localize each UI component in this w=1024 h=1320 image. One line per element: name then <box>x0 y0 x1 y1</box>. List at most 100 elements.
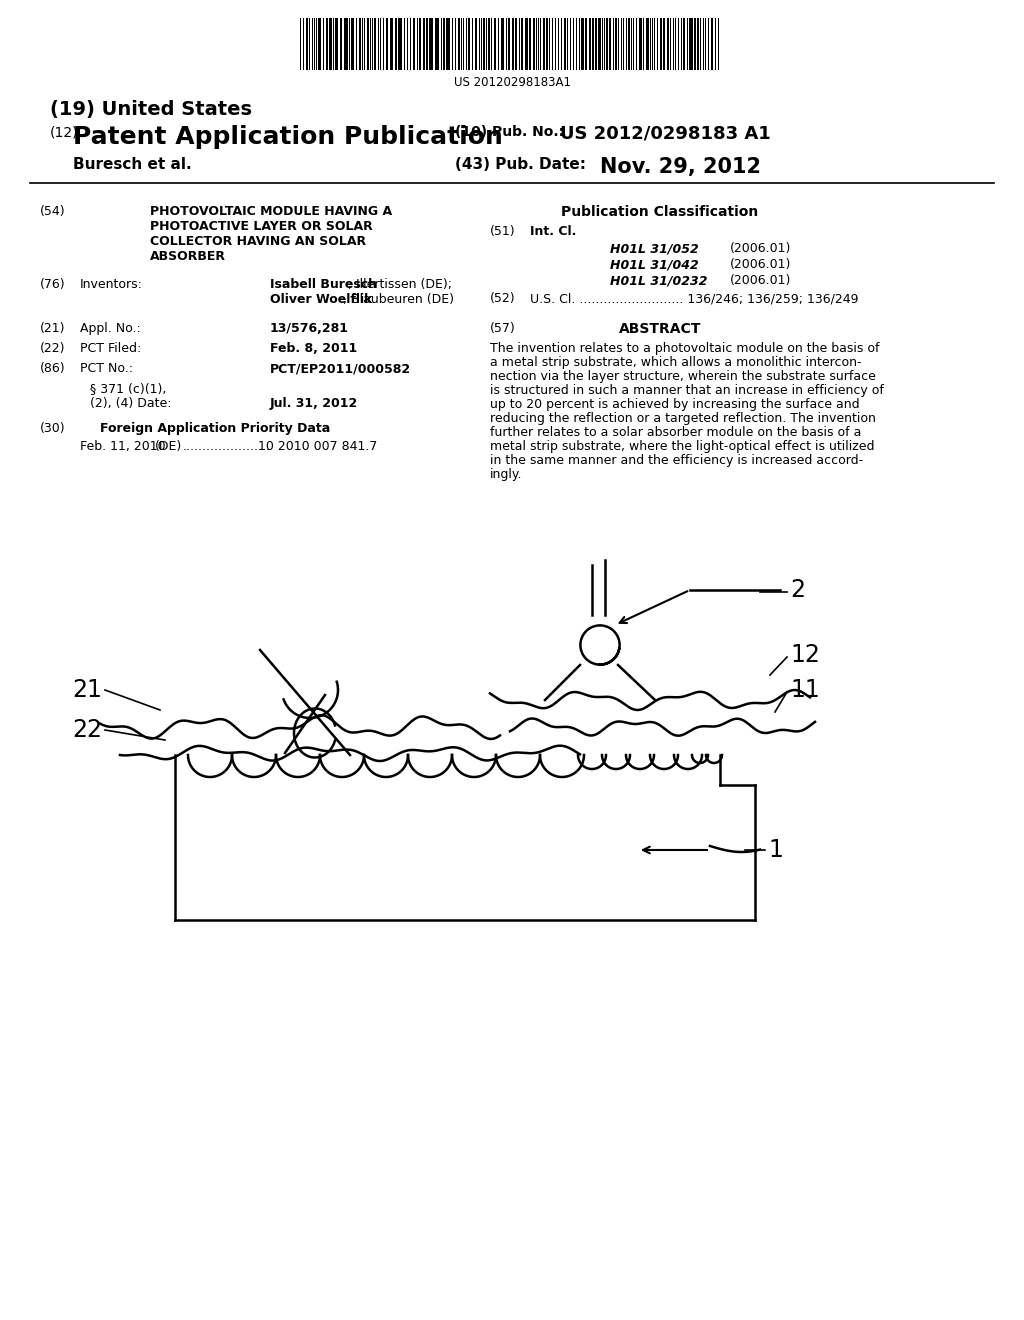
Bar <box>359 18 361 70</box>
Bar <box>606 18 608 70</box>
Text: (51): (51) <box>490 224 516 238</box>
Text: 1: 1 <box>768 838 783 862</box>
Bar <box>595 18 597 70</box>
Text: Int. Cl.: Int. Cl. <box>530 224 577 238</box>
Bar <box>694 18 696 70</box>
Bar <box>581 18 584 70</box>
Text: (30): (30) <box>40 422 66 436</box>
Text: Inventors:: Inventors: <box>80 279 143 290</box>
Bar <box>435 18 439 70</box>
Text: metal strip substrate, where the light-optical effect is utilized: metal strip substrate, where the light-o… <box>490 440 874 453</box>
Bar <box>335 18 338 70</box>
Text: Patent Application Publication: Patent Application Publication <box>73 125 503 149</box>
Bar <box>660 18 662 70</box>
Bar <box>423 18 425 70</box>
Text: PHOTOVOLTAIC MODULE HAVING A: PHOTOVOLTAIC MODULE HAVING A <box>150 205 392 218</box>
Bar <box>564 18 566 70</box>
Text: US 20120298183A1: US 20120298183A1 <box>454 77 570 88</box>
Text: up to 20 percent is achieved by increasing the surface and: up to 20 percent is achieved by increasi… <box>490 399 859 411</box>
Text: (43) Pub. Date:: (43) Pub. Date: <box>455 157 586 172</box>
Text: , Illertissen (DE);: , Illertissen (DE); <box>348 279 452 290</box>
Bar <box>344 18 348 70</box>
Bar <box>515 18 517 70</box>
Text: 21: 21 <box>72 678 101 702</box>
Text: PHOTOACTIVE LAYER OR SOLAR: PHOTOACTIVE LAYER OR SOLAR <box>150 220 373 234</box>
Text: Foreign Application Priority Data: Foreign Application Priority Data <box>100 422 331 436</box>
Bar <box>683 18 685 70</box>
Text: US 2012/0298183 A1: US 2012/0298183 A1 <box>560 125 771 143</box>
Text: (DE): (DE) <box>155 440 182 453</box>
Text: is structured in such a manner that an increase in efficiency of: is structured in such a manner that an i… <box>490 384 884 397</box>
Text: ingly.: ingly. <box>490 469 522 480</box>
Text: ABSTRACT: ABSTRACT <box>618 322 701 337</box>
Text: § 371 (c)(1),: § 371 (c)(1), <box>90 381 166 395</box>
Bar <box>646 18 649 70</box>
Bar <box>468 18 470 70</box>
Text: 12: 12 <box>790 643 820 667</box>
Bar <box>628 18 630 70</box>
Bar <box>663 18 665 70</box>
Bar <box>494 18 496 70</box>
Text: Feb. 8, 2011: Feb. 8, 2011 <box>270 342 357 355</box>
Bar <box>329 18 332 70</box>
Bar <box>306 18 308 70</box>
Text: PCT/EP2011/000582: PCT/EP2011/000582 <box>270 362 411 375</box>
Bar <box>546 18 548 70</box>
Text: a metal strip substrate, which allows a monolithic intercon-: a metal strip substrate, which allows a … <box>490 356 861 370</box>
Bar <box>413 18 415 70</box>
Text: Publication Classification: Publication Classification <box>561 205 759 219</box>
Bar <box>374 18 376 70</box>
Bar <box>367 18 369 70</box>
Bar <box>501 18 504 70</box>
Bar <box>521 18 523 70</box>
Bar <box>639 18 642 70</box>
Bar <box>429 18 433 70</box>
Text: (86): (86) <box>40 362 66 375</box>
Bar <box>475 18 477 70</box>
Text: (54): (54) <box>40 205 66 218</box>
Text: Appl. No.:: Appl. No.: <box>80 322 140 335</box>
Bar <box>615 18 617 70</box>
Text: (2006.01): (2006.01) <box>730 257 792 271</box>
Text: 2: 2 <box>790 578 805 602</box>
Text: Oliver Woelflik: Oliver Woelflik <box>270 293 373 306</box>
Bar <box>609 18 611 70</box>
Bar <box>458 18 460 70</box>
Text: Buresch et al.: Buresch et al. <box>73 157 191 172</box>
Text: 10 2010 007 841.7: 10 2010 007 841.7 <box>258 440 378 453</box>
Bar <box>529 18 531 70</box>
Bar <box>543 18 545 70</box>
Text: (19) United States: (19) United States <box>50 100 252 119</box>
Bar <box>512 18 514 70</box>
Text: H01L 31/042: H01L 31/042 <box>610 257 698 271</box>
Bar <box>390 18 393 70</box>
Bar <box>667 18 669 70</box>
Bar <box>711 18 713 70</box>
Text: Isabell Buresch: Isabell Buresch <box>270 279 377 290</box>
Bar <box>398 18 402 70</box>
Text: The invention relates to a photovoltaic module on the basis of: The invention relates to a photovoltaic … <box>490 342 880 355</box>
Bar <box>483 18 485 70</box>
Text: nection via the layer structure, wherein the substrate surface: nection via the layer structure, wherein… <box>490 370 876 383</box>
Text: 13/576,281: 13/576,281 <box>270 322 349 335</box>
Bar <box>426 18 428 70</box>
Bar <box>326 18 328 70</box>
Bar <box>534 18 535 70</box>
Text: (10) Pub. No.:: (10) Pub. No.: <box>455 125 564 139</box>
Text: (21): (21) <box>40 322 66 335</box>
Text: Nov. 29, 2012: Nov. 29, 2012 <box>600 157 761 177</box>
Bar <box>525 18 528 70</box>
Text: H01L 31/052: H01L 31/052 <box>610 242 698 255</box>
Text: (2006.01): (2006.01) <box>730 242 792 255</box>
Text: Jul. 31, 2012: Jul. 31, 2012 <box>270 397 358 411</box>
Text: COLLECTOR HAVING AN SOLAR: COLLECTOR HAVING AN SOLAR <box>150 235 367 248</box>
Text: in the same manner and the efficiency is increased accord-: in the same manner and the efficiency is… <box>490 454 863 467</box>
Text: (2), (4) Date:: (2), (4) Date: <box>90 397 171 411</box>
Bar <box>697 18 699 70</box>
Bar <box>443 18 445 70</box>
Text: PCT No.:: PCT No.: <box>80 362 133 375</box>
Text: ABSORBER: ABSORBER <box>150 249 226 263</box>
Bar <box>585 18 587 70</box>
Text: (22): (22) <box>40 342 66 355</box>
Text: H01L 31/0232: H01L 31/0232 <box>610 275 708 286</box>
